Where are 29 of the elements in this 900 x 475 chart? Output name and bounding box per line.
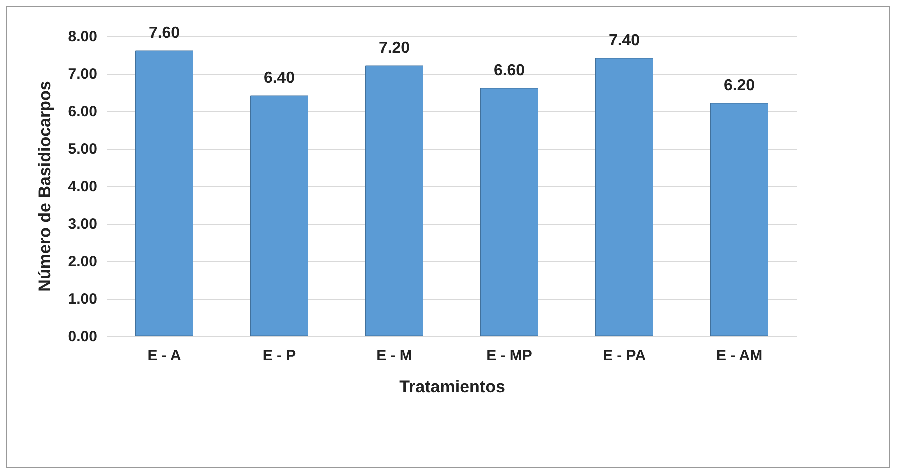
x-tick-label: E - A (148, 348, 182, 364)
bar (596, 58, 654, 336)
x-tick-label: E - PA (602, 348, 646, 364)
data-label: 7.20 (378, 40, 410, 57)
x-axis-title: Tratamientos (400, 378, 506, 396)
x-tick-label: E - P (262, 348, 296, 364)
x-tick-label: E - M (376, 348, 412, 364)
data-label: 6.20 (724, 78, 756, 94)
y-tick-label: 6.00 (68, 104, 98, 120)
y-tick-label: 7.00 (68, 66, 98, 83)
data-label: 6.40 (264, 70, 296, 87)
y-tick-label: 4.00 (68, 178, 98, 196)
x-tick-label: E - AM (716, 348, 763, 364)
bar (366, 66, 424, 336)
y-tick-label: 1.00 (68, 291, 98, 308)
y-axis-title: Número de Basidiocarpos (35, 81, 54, 292)
bar (136, 50, 194, 336)
x-tick-label: E - MP (486, 348, 532, 364)
bar (710, 103, 768, 336)
y-tick-label: 2.00 (68, 254, 98, 270)
data-label: 6.60 (494, 62, 526, 80)
y-tick-label: 8.00 (68, 28, 98, 46)
bar (250, 96, 308, 336)
y-tick-label: 3.00 (68, 216, 98, 233)
bar (480, 88, 538, 336)
data-label: 7.60 (148, 25, 180, 42)
data-label: 7.40 (608, 32, 640, 50)
y-tick-label: 0.00 (68, 328, 98, 346)
y-tick-label: 5.00 (68, 141, 98, 158)
